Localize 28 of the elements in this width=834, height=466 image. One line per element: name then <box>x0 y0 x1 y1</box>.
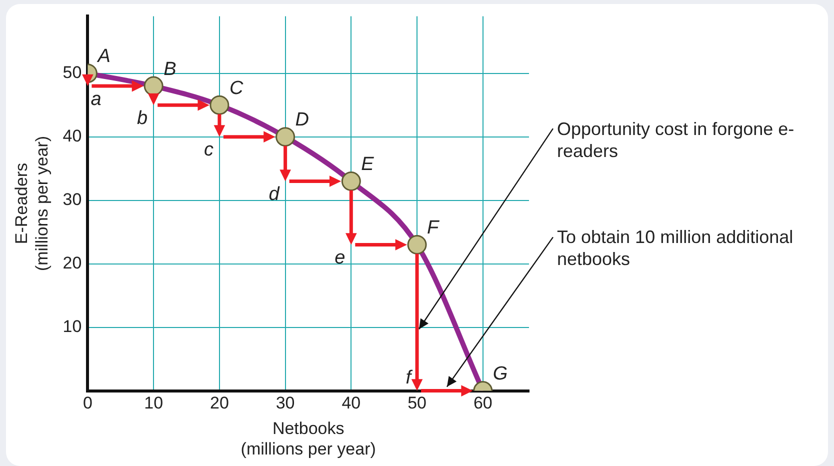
x-tick-label: 30 <box>276 394 295 413</box>
x-tick-label: 60 <box>473 394 492 413</box>
annotation: D <box>295 110 310 131</box>
x-tick-label: 40 <box>342 394 361 413</box>
annotation: E <box>361 154 374 176</box>
text: To obtain 10 million additional netbooks <box>557 226 794 270</box>
annotation: G <box>492 364 508 385</box>
x-tick-label: 50 <box>408 394 426 413</box>
y-tick-label: 10 <box>62 316 82 336</box>
x-tick-label: 10 <box>144 394 164 413</box>
annotation: b <box>136 108 148 129</box>
y-tick-label: 50 <box>62 63 82 82</box>
x-tick-label: 0 <box>82 394 92 413</box>
y-tick-label: 30 <box>62 190 82 210</box>
y-tick-label: 20 <box>62 254 82 273</box>
annotation: a <box>90 88 102 110</box>
x-axis-title: Netbooks (millions per year) <box>240 419 376 458</box>
annotation: d <box>268 184 281 206</box>
text: Opportunity cost in forgone e-readers <box>557 118 796 162</box>
annotation: C <box>229 78 244 99</box>
annotation: c <box>204 140 214 161</box>
annotation: e <box>334 248 346 269</box>
annotation: f <box>406 368 413 389</box>
annotation: A <box>96 46 110 68</box>
y-tick-label: 40 <box>62 126 82 146</box>
x-tick-label: 20 <box>210 394 229 413</box>
y-axis-title: E-Readers (millions per year) <box>12 136 52 272</box>
annotation: F <box>427 218 440 239</box>
